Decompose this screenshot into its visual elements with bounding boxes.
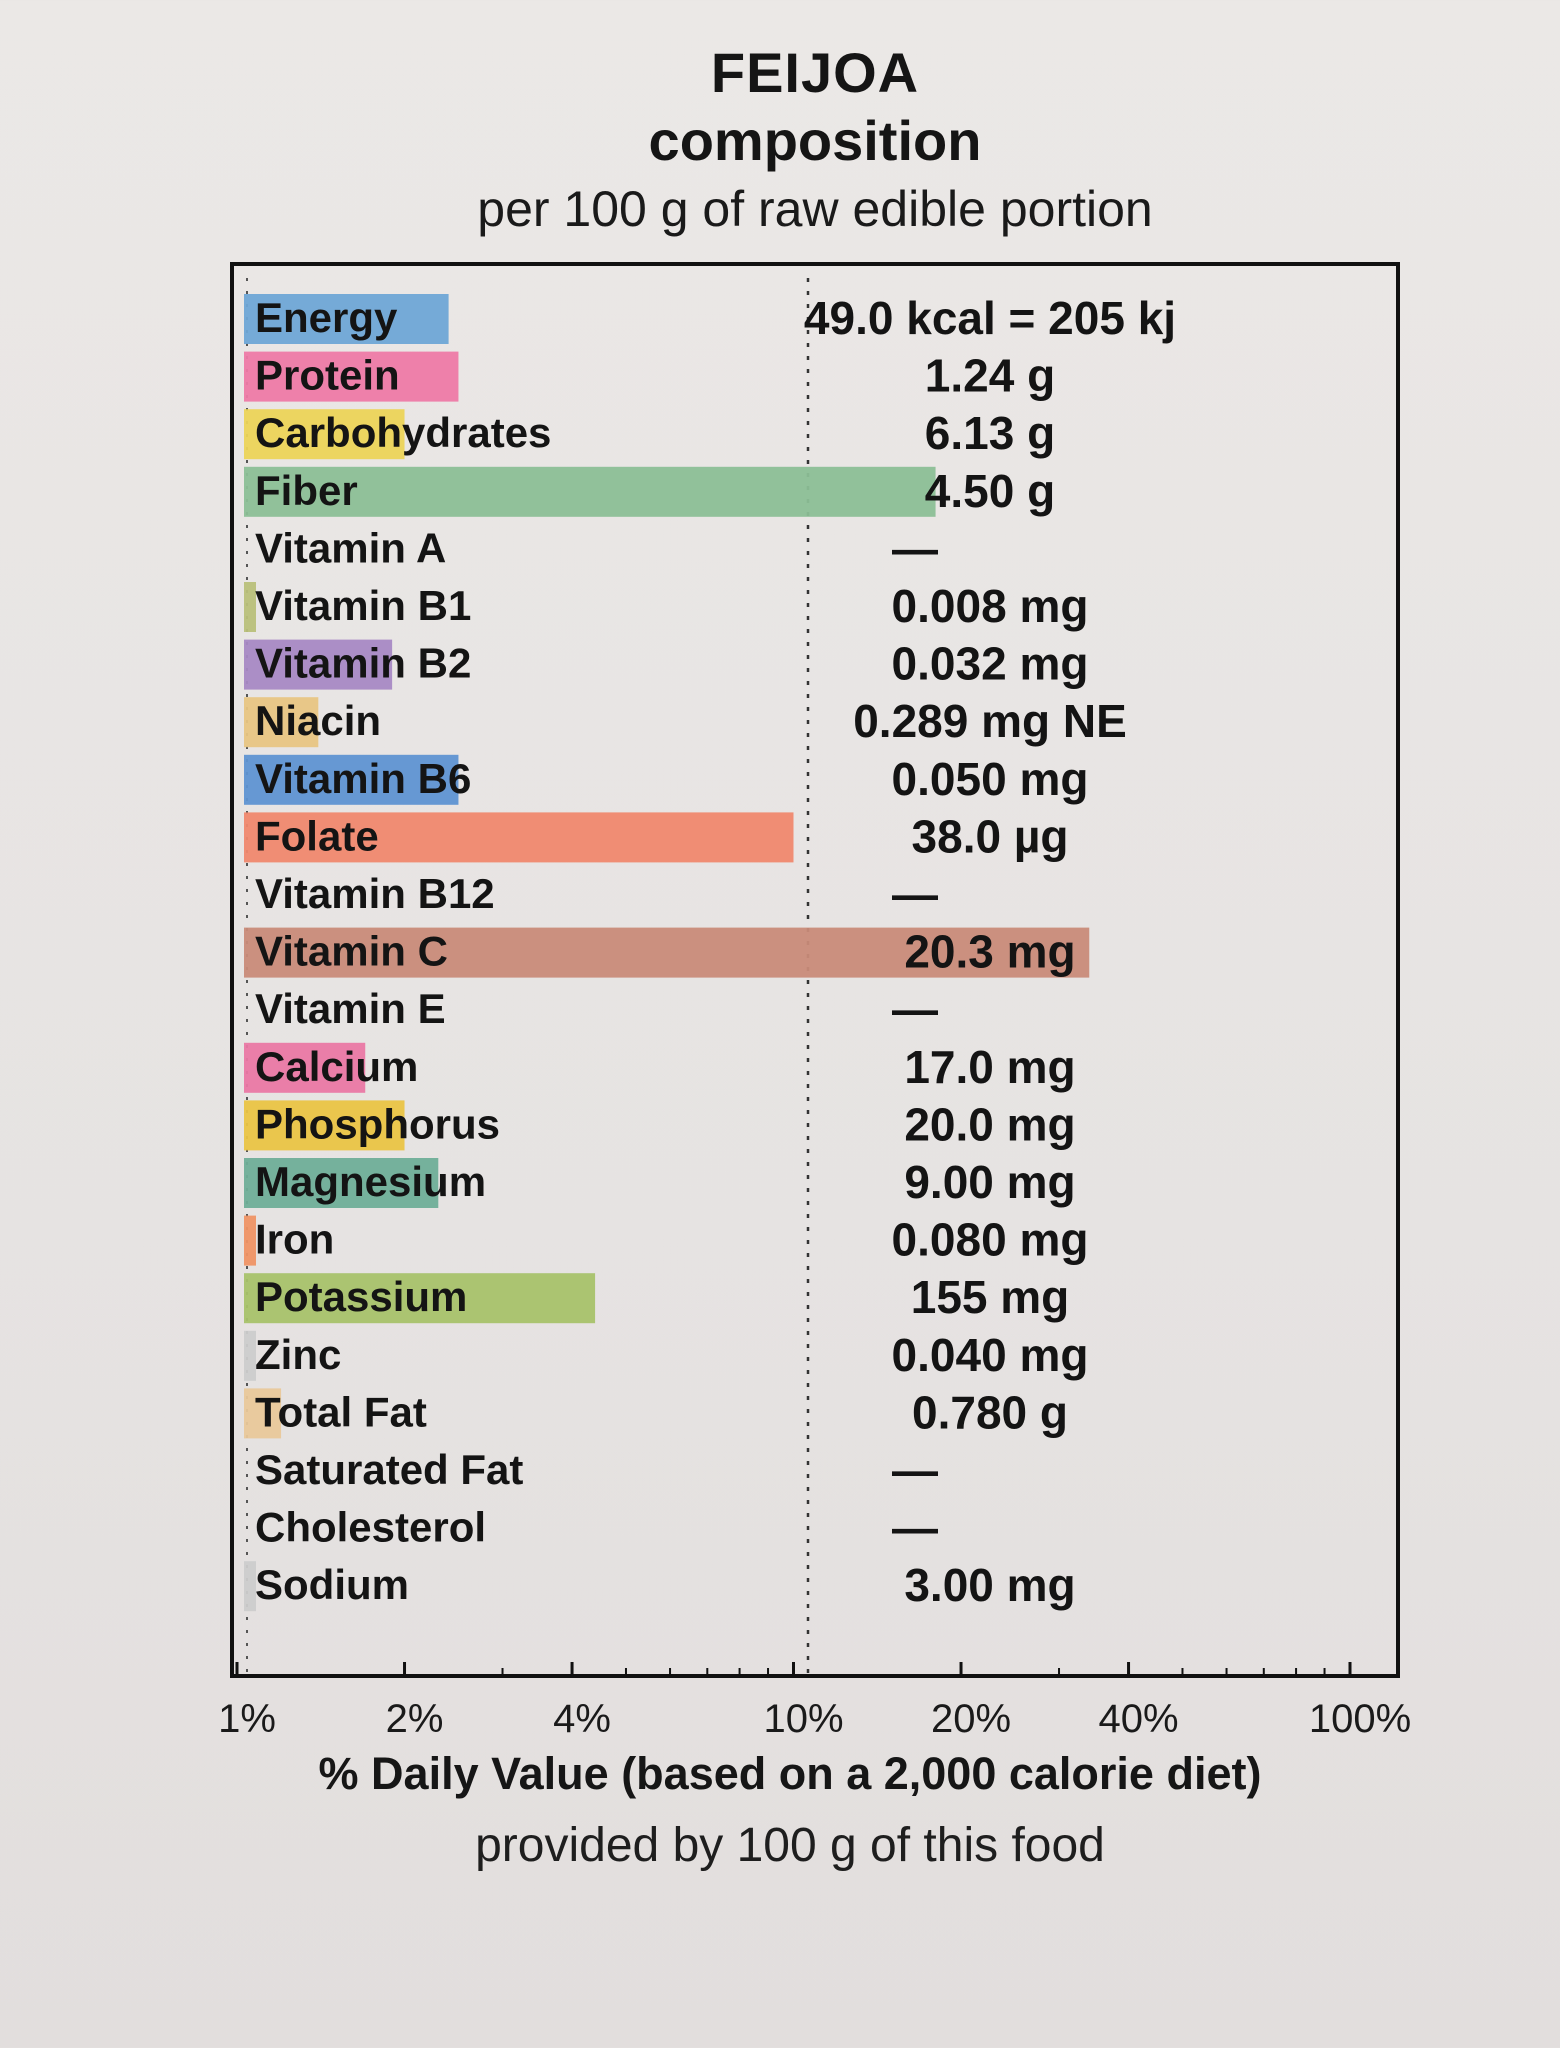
bar [244, 1100, 405, 1151]
nutrient-name: Zinc [255, 1331, 341, 1378]
bar [244, 697, 319, 748]
x-tick-label: 1% [218, 1697, 276, 1741]
bar [244, 1561, 256, 1612]
bar [244, 294, 449, 344]
bar [244, 1273, 596, 1324]
bar [244, 1042, 366, 1093]
x-tick-label: 4% [553, 1697, 611, 1741]
nutrient-name: Fiber [255, 467, 358, 514]
nutrient-amount: 0.289 mg NE [853, 695, 1127, 747]
nutrient-amount: 1.24 g [925, 350, 1055, 402]
nutrient-name: Vitamin B6 [255, 755, 471, 802]
bar [244, 1158, 439, 1208]
nutrient-name: Cholesterol [255, 1504, 486, 1551]
x-tick-label: 20% [931, 1697, 1011, 1741]
bar [244, 1388, 282, 1439]
nutrient-amount: 0.032 mg [892, 638, 1089, 690]
bar [244, 812, 794, 863]
nutrient-amount: 9.00 mg [904, 1156, 1075, 1208]
nutrient-amount: 0.040 mg [892, 1329, 1089, 1381]
bar [244, 639, 393, 690]
footer-note: provided by 100 g of this food [475, 1819, 1105, 1872]
nutrient-amount: — [892, 1444, 938, 1496]
x-tick-label: 2% [386, 1697, 444, 1741]
bar [244, 1215, 256, 1266]
nutrient-name: Vitamin B2 [255, 640, 471, 687]
nutrient-amount: 20.0 mg [904, 1098, 1075, 1150]
chart-title-line2: composition [648, 109, 982, 172]
nutrient-name: Iron [255, 1216, 334, 1263]
bar [244, 927, 1090, 978]
nutrient-amount: 0.008 mg [892, 580, 1089, 632]
nutrient-name: Niacin [255, 697, 381, 744]
nutrient-amount: 0.050 mg [892, 753, 1089, 805]
nutrient-name: Sodium [255, 1561, 409, 1608]
nutrient-name: Magnesium [255, 1158, 486, 1205]
nutrient-name: Potassium [255, 1273, 467, 1320]
nutrient-amount: 4.50 g [925, 465, 1055, 517]
bar [244, 466, 936, 517]
nutrient-amount: — [892, 983, 938, 1035]
nutrient-amount: 3.00 mg [904, 1559, 1075, 1611]
x-axis-label: % Daily Value (based on a 2,000 calorie … [318, 1748, 1262, 1799]
nutrient-name: Vitamin E [255, 985, 446, 1032]
nutrient-name: Vitamin B12 [255, 870, 495, 917]
nutrient-amount: 0.080 mg [892, 1214, 1089, 1266]
nutrient-name: Total Fat [255, 1388, 427, 1435]
nutrient-name: Saturated Fat [255, 1446, 523, 1493]
nutrient-name: Phosphorus [255, 1100, 500, 1147]
nutrient-amount: 49.0 kcal = 205 kj [804, 292, 1176, 344]
chart-subtitle: per 100 g of raw edible portion [477, 181, 1153, 237]
nutrient-amount: 0.780 g [912, 1386, 1068, 1438]
nutrient-amount: 38.0 µg [912, 810, 1069, 862]
nutrient-amount: 20.3 mg [904, 926, 1075, 978]
bar [244, 409, 405, 460]
chart-title: FEIJOA [710, 41, 920, 104]
nutrient-name: Folate [255, 812, 379, 859]
bar [244, 1330, 256, 1381]
nutrient-name: Vitamin C [255, 928, 448, 975]
bar [244, 754, 459, 805]
bar [244, 582, 256, 632]
nutrient-name: Vitamin A [255, 524, 446, 571]
x-tick-label: 100% [1309, 1697, 1411, 1741]
nutrient-name: Protein [255, 352, 400, 399]
bar [244, 351, 459, 402]
x-tick-label: 10% [763, 1697, 843, 1741]
nutrient-amount: 6.13 g [925, 407, 1055, 459]
nutrient-name: Carbohydrates [255, 409, 551, 456]
nutrient-amount: 17.0 mg [904, 1041, 1075, 1093]
nutrient-amount: — [892, 1502, 938, 1554]
nutrient-name: Vitamin B1 [255, 582, 471, 629]
nutrient-amount: — [892, 868, 938, 920]
x-tick-label: 40% [1099, 1697, 1179, 1741]
nutrient-amount: — [892, 522, 938, 574]
nutrient-amount: 155 mg [911, 1271, 1070, 1323]
nutrient-name: Energy [255, 294, 398, 341]
nutrient-name: Calcium [255, 1043, 418, 1090]
